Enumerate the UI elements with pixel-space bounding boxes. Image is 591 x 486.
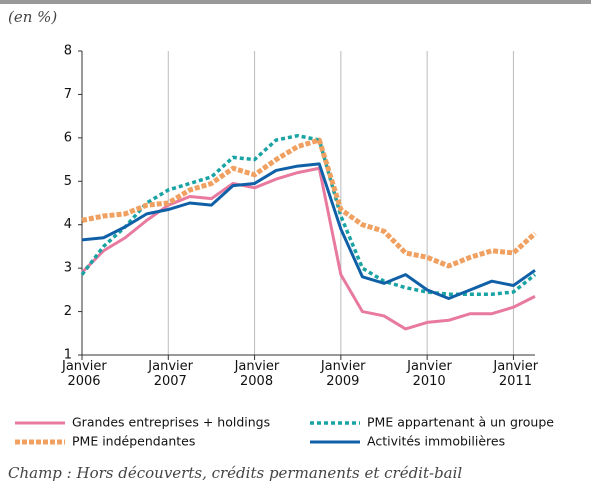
y-tick-label: 2 [64,304,72,319]
legend-label: Grandes entreprises + holdings [72,415,270,430]
line-series [81,137,537,269]
x-tick-label: Janvier 2006 [62,359,107,389]
legend-label: PME appartenant à un groupe [367,415,554,430]
y-tick-label: 5 [64,174,72,189]
x-tick-label: Janvier 2010 [407,359,452,389]
unit-label: (en %) [8,8,57,26]
top-bar [0,0,591,4]
y-tick-label: 4 [64,217,72,232]
x-tick-label: Janvier 2009 [320,359,366,389]
line-series [81,162,536,301]
x-tick-label: Janvier 2008 [234,359,280,389]
legend-label: Activités immobilières [367,434,505,449]
footnote: Champ : Hors découverts, crédits permane… [8,464,462,482]
y-tick-label: 6 [64,130,72,145]
y-tick-label: 7 [64,87,72,102]
line-series [80,133,537,296]
y-tick-label: 3 [64,261,72,276]
x-tick-label: Janvier 2011 [493,359,539,389]
legend-label: PME indépendantes [72,434,195,449]
x-tick-label: Janvier 2007 [148,359,193,389]
y-tick-label: 1 [64,348,72,363]
line-series [80,166,536,331]
y-tick-label: 8 [64,44,72,59]
